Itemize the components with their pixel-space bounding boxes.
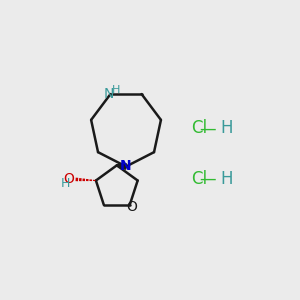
Text: —: — [200,170,216,188]
Text: N: N [120,159,132,173]
Text: O: O [63,172,74,186]
Text: H: H [61,177,70,190]
Text: —: — [200,119,216,137]
Text: H: H [111,85,120,95]
Text: H: H [221,119,233,137]
Text: N: N [103,87,114,101]
Text: Cl: Cl [191,119,207,137]
Polygon shape [117,164,126,169]
Text: Cl: Cl [191,170,207,188]
Text: O: O [126,200,137,214]
Text: H: H [221,170,233,188]
